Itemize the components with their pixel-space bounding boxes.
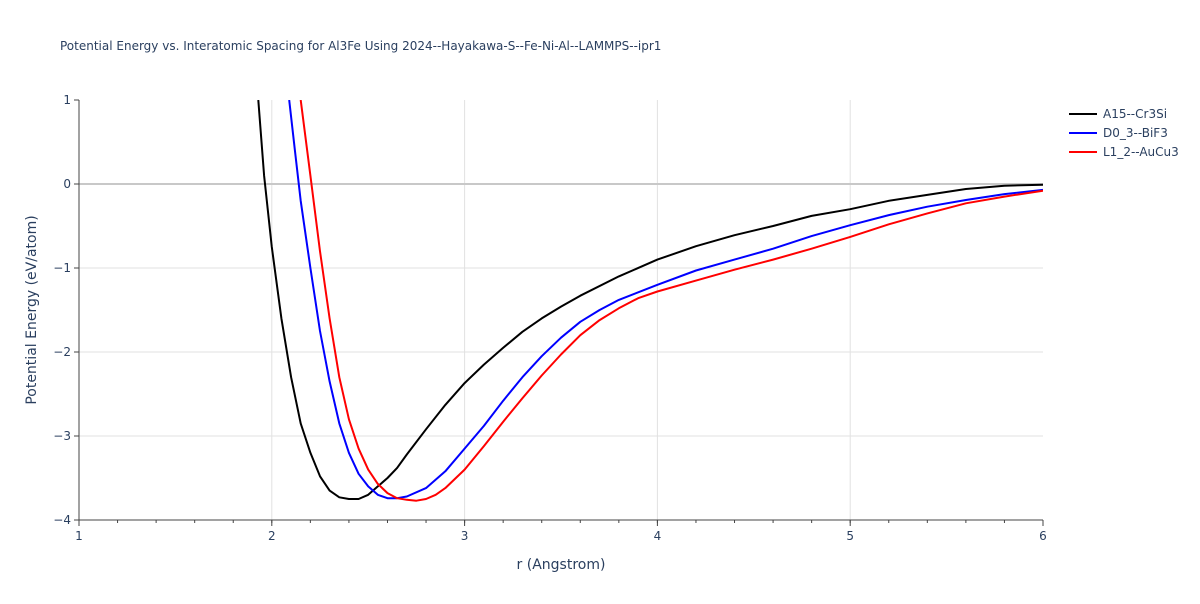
axes: 1 2 3 4 5 6 1 0 −1 −2 −3 −4	[53, 93, 1047, 543]
y-tick-label: −2	[53, 345, 71, 359]
grid	[79, 100, 1043, 520]
y-tick-label: 0	[63, 177, 71, 191]
x-tick-label: 4	[654, 529, 662, 543]
x-tick-label: 5	[846, 529, 854, 543]
legend-label[interactable]: L1_2--AuCu3	[1103, 145, 1179, 159]
x-tick-label: 3	[461, 529, 469, 543]
chart-title: Potential Energy vs. Interatomic Spacing…	[60, 39, 661, 53]
legend[interactable]: A15--Cr3Si D0_3--BiF3 L1_2--AuCu3	[1069, 107, 1179, 159]
series-line-L1_2--AuCu3	[299, 100, 1043, 502]
x-tick-label: 1	[75, 529, 83, 543]
y-axis-label: Potential Energy (eV/atom)	[24, 215, 40, 404]
y-tick-label: −3	[53, 429, 71, 443]
series-line-A15--Cr3Si	[257, 100, 1043, 500]
legend-label[interactable]: A15--Cr3Si	[1103, 107, 1167, 121]
series-lines	[257, 100, 1043, 502]
legend-label[interactable]: D0_3--BiF3	[1103, 126, 1168, 140]
y-tick-label: 1	[63, 93, 71, 107]
x-tick-label: 6	[1039, 529, 1047, 543]
x-tick-label: 2	[268, 529, 276, 543]
y-tick-label: −1	[53, 261, 71, 275]
series-line-D0_3--BiF3	[288, 100, 1043, 500]
x-axis-label: r (Angstrom)	[517, 557, 606, 573]
y-tick-label: −4	[53, 513, 71, 527]
